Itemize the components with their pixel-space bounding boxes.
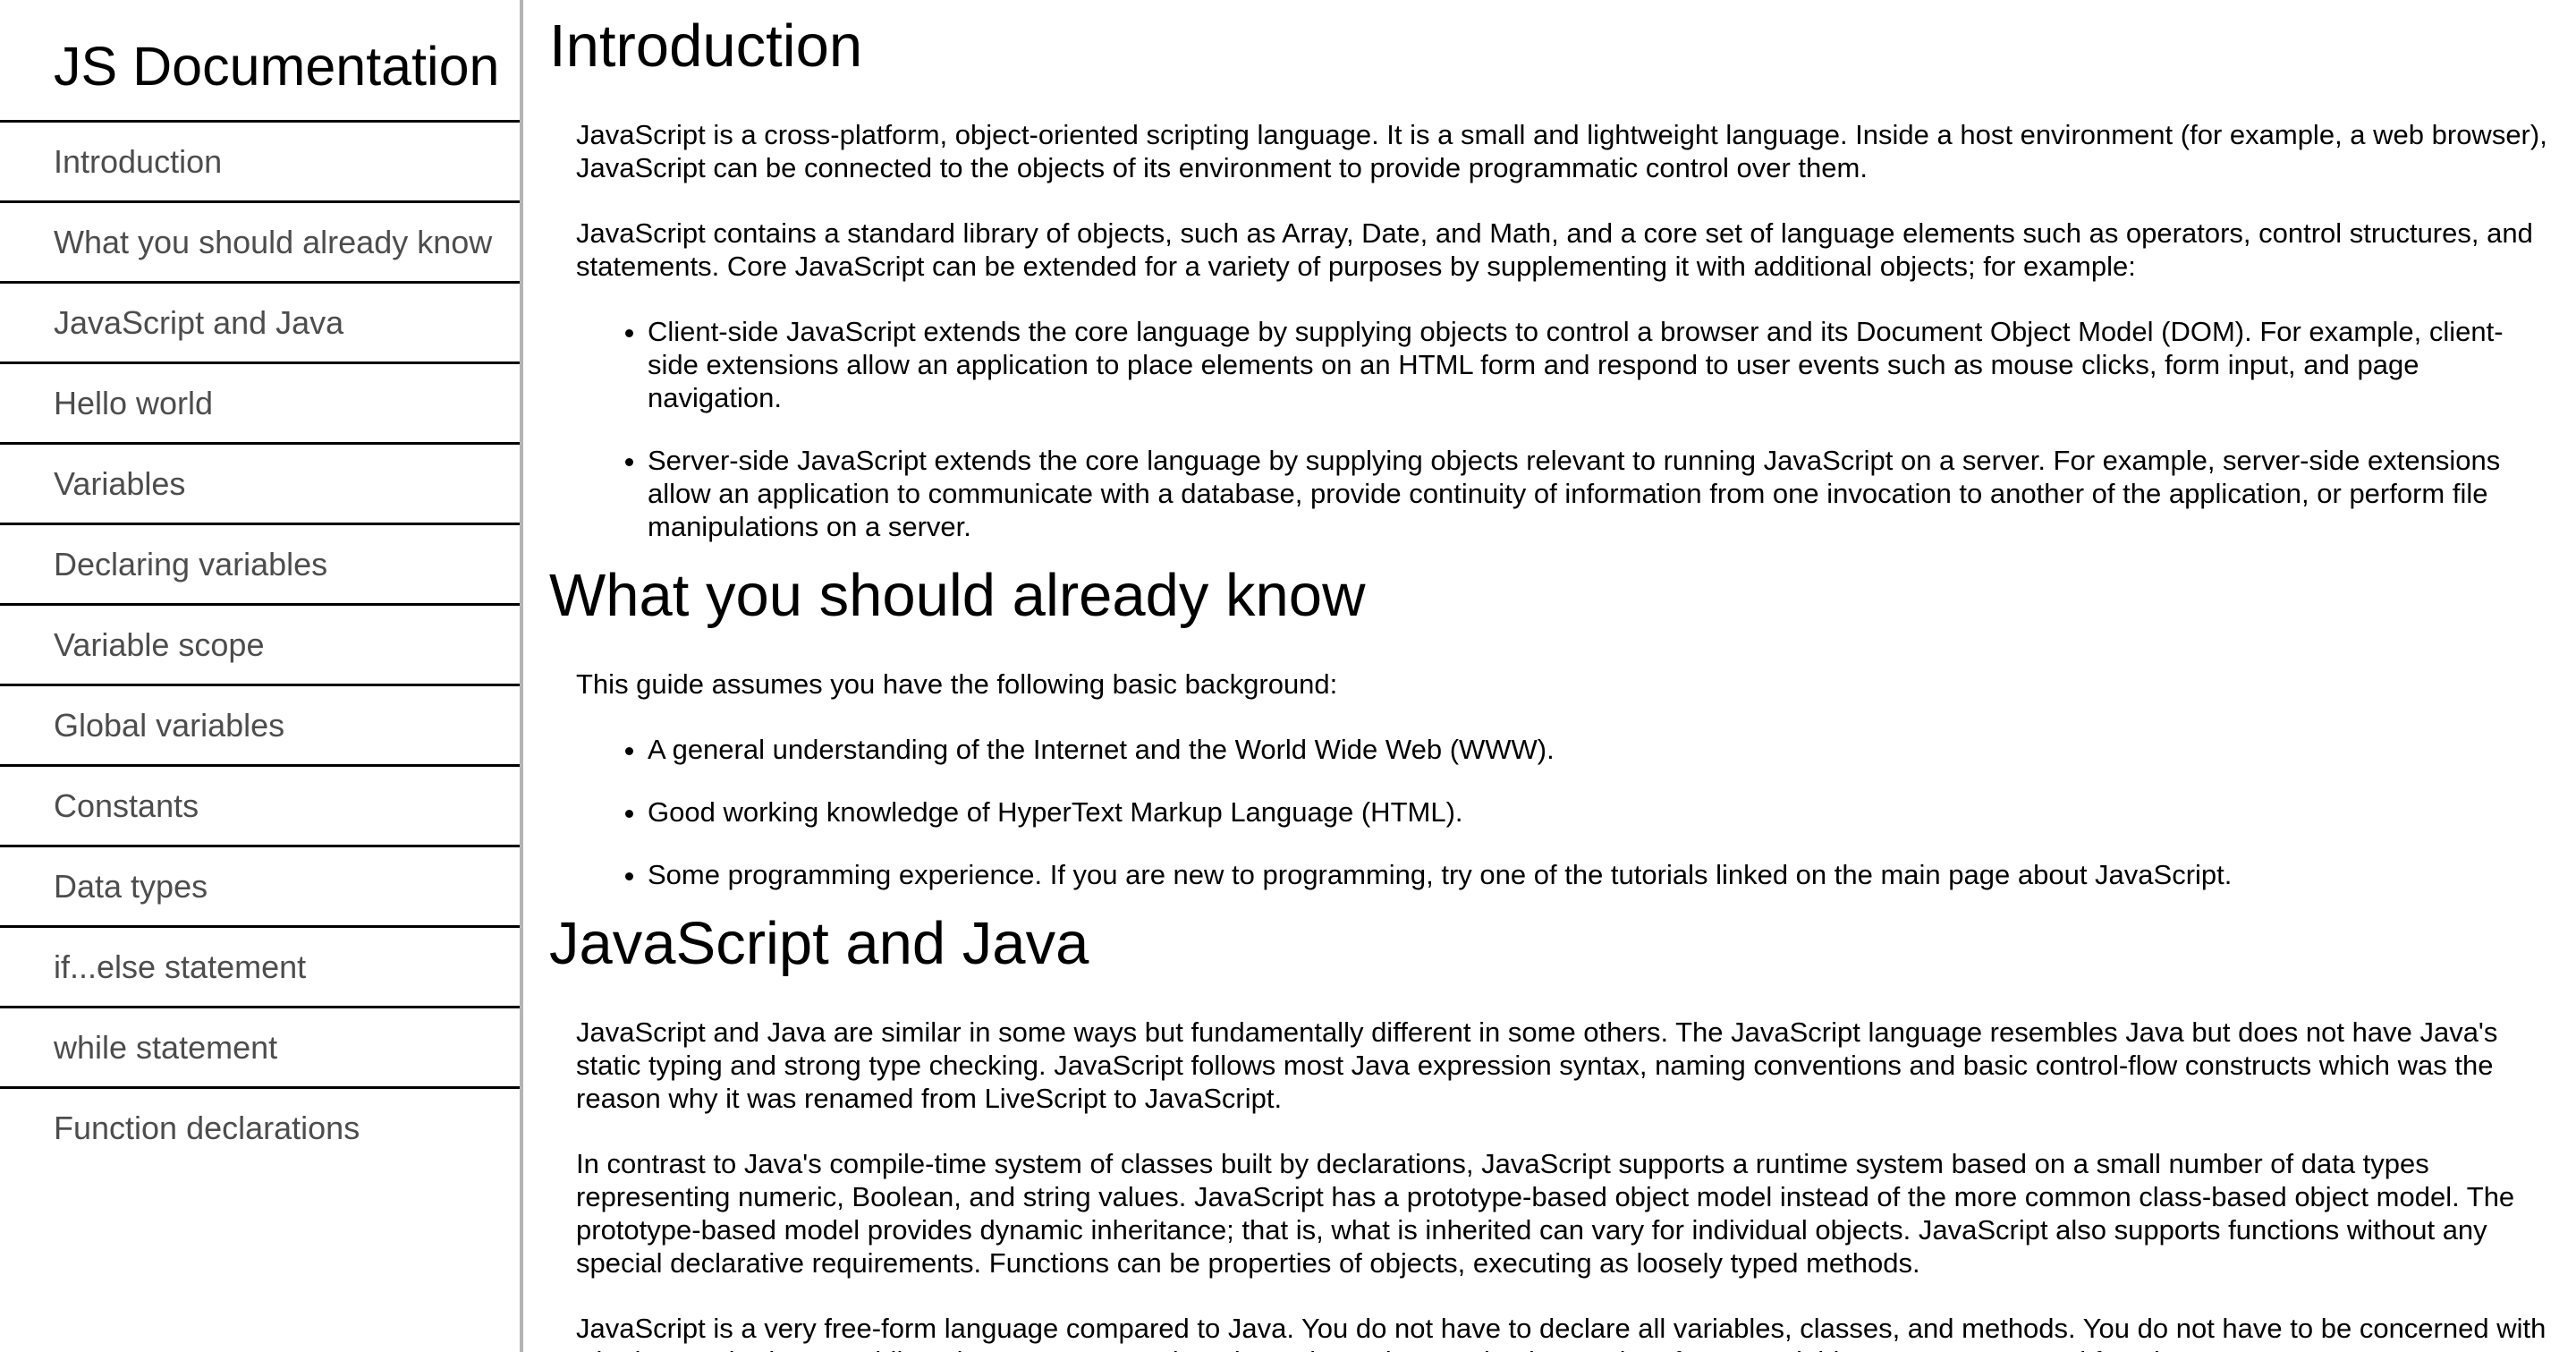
nav-link-function-declarations[interactable]: Function declarations bbox=[54, 1109, 360, 1146]
main-document: Introduction JavaScript is a cross-platf… bbox=[549, 0, 2553, 1352]
nav-item-while-statement[interactable]: while statement bbox=[0, 1008, 520, 1089]
paragraph: In contrast to Java's compile-time syste… bbox=[576, 1148, 2515, 1279]
section-title-what-you-should-already-know: What you should already know bbox=[549, 562, 1366, 629]
list-item: Server-side JavaScript extends the core … bbox=[648, 444, 2553, 543]
section-body-javascript-and-java: JavaScript and Java are similar in some … bbox=[549, 980, 2553, 1352]
list-item: Client-side JavaScript extends the core … bbox=[648, 315, 2553, 414]
nav-link-what-you-should-already-know[interactable]: What you should already know bbox=[54, 223, 493, 260]
list-item: Good working knowledge of HyperText Mark… bbox=[648, 795, 2553, 829]
section-title-javascript-and-java: JavaScript and Java bbox=[549, 910, 1089, 977]
nav-list: Introduction What you should already kno… bbox=[0, 120, 520, 1167]
section-introduction: Introduction JavaScript is a cross-platf… bbox=[549, 0, 2553, 543]
nav-item-if-else-statement[interactable]: if...else statement bbox=[0, 928, 520, 1008]
nav-item-what-you-should-already-know[interactable]: What you should already know bbox=[0, 203, 520, 284]
nav-item-javascript-and-java[interactable]: JavaScript and Java bbox=[0, 284, 520, 364]
section-body-introduction: JavaScript is a cross-platform, object-o… bbox=[549, 82, 2553, 543]
bullet-list: Client-side JavaScript extends the core … bbox=[576, 315, 2553, 543]
paragraph: JavaScript is a very free-form language … bbox=[576, 1313, 2546, 1352]
paragraph: This guide assumes you have the followin… bbox=[576, 668, 1338, 700]
nav-link-constants[interactable]: Constants bbox=[54, 787, 199, 824]
nav-link-if-else-statement[interactable]: if...else statement bbox=[54, 948, 307, 985]
nav-item-declaring-variables[interactable]: Declaring variables bbox=[0, 525, 520, 606]
paragraph: JavaScript contains a standard library o… bbox=[576, 217, 2533, 282]
nav-link-while-statement[interactable]: while statement bbox=[54, 1028, 278, 1066]
nav-link-introduction[interactable]: Introduction bbox=[54, 142, 223, 180]
nav-item-variable-scope[interactable]: Variable scope bbox=[0, 606, 520, 686]
nav-link-variable-scope[interactable]: Variable scope bbox=[54, 625, 265, 663]
section-body-what-you-should-already-know: This guide assumes you have the followin… bbox=[549, 632, 2553, 891]
section-what-you-should-already-know: What you should already know This guide … bbox=[549, 560, 2553, 891]
nav-item-function-declarations[interactable]: Function declarations bbox=[0, 1089, 520, 1167]
sidebar-nav: JS Documentation Introduction What you s… bbox=[0, 0, 523, 1352]
nav-item-hello-world[interactable]: Hello world bbox=[0, 364, 520, 445]
nav-link-declaring-variables[interactable]: Declaring variables bbox=[54, 545, 328, 582]
section-title-introduction: Introduction bbox=[549, 13, 863, 80]
nav-link-javascript-and-java[interactable]: JavaScript and Java bbox=[54, 303, 344, 341]
nav-link-global-variables[interactable]: Global variables bbox=[54, 706, 285, 744]
list-item: A general understanding of the Internet … bbox=[648, 733, 2553, 766]
nav-item-introduction[interactable]: Introduction bbox=[0, 123, 520, 203]
list-item: Some programming experience. If you are … bbox=[648, 858, 2553, 891]
section-javascript-and-java: JavaScript and Java JavaScript and Java … bbox=[549, 908, 2553, 1352]
nav-link-variables[interactable]: Variables bbox=[54, 464, 186, 502]
paragraph: JavaScript and Java are similar in some … bbox=[576, 1016, 2498, 1114]
nav-item-data-types[interactable]: Data types bbox=[0, 847, 520, 928]
nav-link-data-types[interactable]: Data types bbox=[54, 867, 208, 905]
sidebar-title: JS Documentation bbox=[54, 36, 500, 97]
paragraph: JavaScript is a cross-platform, object-o… bbox=[576, 119, 2547, 183]
nav-item-constants[interactable]: Constants bbox=[0, 767, 520, 847]
nav-link-hello-world[interactable]: Hello world bbox=[54, 384, 214, 421]
nav-item-variables[interactable]: Variables bbox=[0, 445, 520, 525]
nav-item-global-variables[interactable]: Global variables bbox=[0, 686, 520, 767]
bullet-list: A general understanding of the Internet … bbox=[576, 733, 2553, 891]
